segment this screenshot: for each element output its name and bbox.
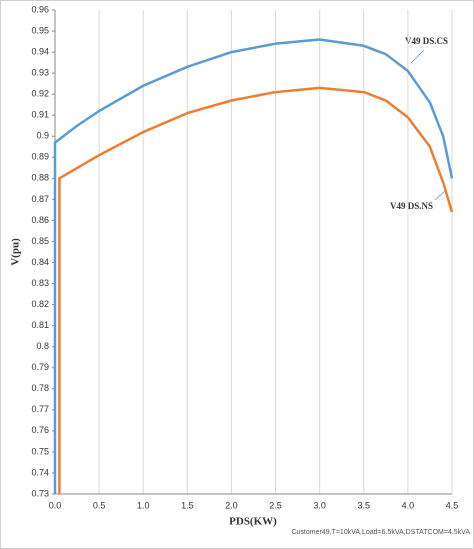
- annotation: V49 DS.CS: [405, 36, 448, 46]
- y-tick-label: 0.91: [31, 110, 49, 120]
- line: [53, 38, 454, 494]
- line: [58, 86, 454, 494]
- annotation: V49 DS.NS: [390, 201, 433, 211]
- y-tick-label: 0.94: [31, 46, 49, 56]
- x-tick-label: 1.0: [137, 500, 150, 510]
- y-tick-label: 0.92: [31, 89, 49, 99]
- y-tick-label: 0.83: [31, 278, 49, 288]
- y-tick-label: 0.88: [31, 173, 49, 183]
- y-tick-label: 0.93: [31, 68, 49, 78]
- x-tick-label: 0.5: [93, 500, 106, 510]
- y-tick-label: 0.84: [31, 257, 49, 267]
- annotation-arrow: [434, 189, 447, 201]
- x-tick-label: 0.0: [49, 500, 62, 510]
- y-tick-label: 0.77: [31, 404, 49, 414]
- y-tick-label: 0.9: [36, 131, 49, 141]
- y-tick-label: 0.86: [31, 215, 49, 225]
- y-tick-label: 0.95: [31, 25, 49, 35]
- y-tick-label: 0.87: [31, 194, 49, 204]
- y-tick-label: 0.81: [31, 320, 49, 330]
- x-tick-label: 3.5: [358, 500, 371, 510]
- y-axis-label: V(pu): [10, 238, 22, 266]
- y-tick-label: 0.85: [31, 236, 49, 246]
- y-tick-label: 0.78: [31, 383, 49, 393]
- y-tick-label: 0.96: [31, 4, 49, 14]
- x-tick-label: 4.5: [446, 500, 459, 510]
- x-tick-label: 4.0: [402, 500, 415, 510]
- annotation-arrow: [410, 49, 425, 64]
- y-tick-label: 0.82: [31, 299, 49, 309]
- y-tick-label: 0.8: [36, 341, 49, 351]
- x-tick-label: 2.5: [269, 500, 282, 510]
- x-tick-label: 2.0: [225, 500, 238, 510]
- y-tick-label: 0.76: [31, 425, 49, 435]
- y-tick-label: 0.89: [31, 152, 49, 162]
- y-tick-label: 0.73: [31, 488, 49, 498]
- y-tick-label: 0.74: [31, 467, 49, 477]
- x-axis-label: PDS(KW): [229, 516, 277, 528]
- y-tick-label: 0.79: [31, 362, 49, 372]
- x-tick-label: 3.0: [313, 500, 326, 510]
- x-tick-label: 1.5: [181, 500, 194, 510]
- note: Customer49,T=10kVA,Load=6.5kVA,DSTATCOM=…: [291, 529, 470, 536]
- y-tick-label: 0.75: [31, 446, 49, 456]
